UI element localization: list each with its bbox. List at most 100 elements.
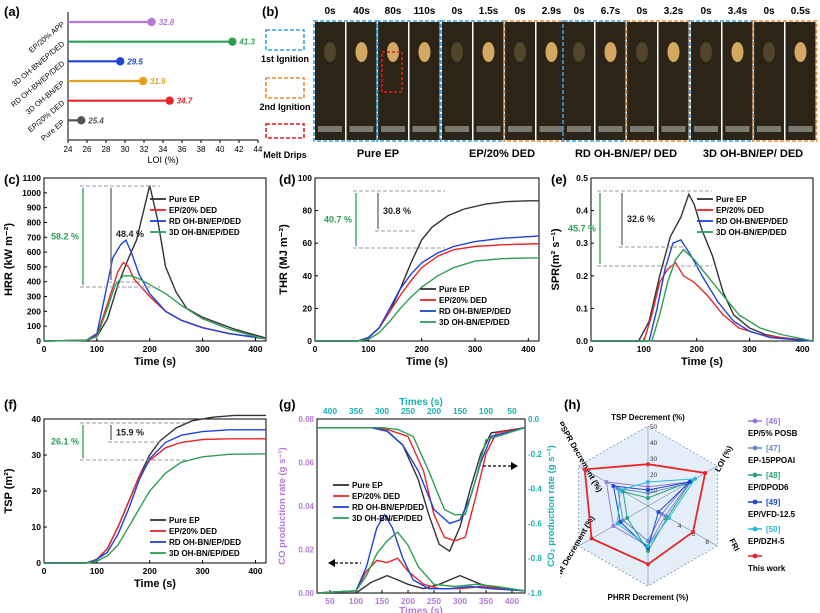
x-tick-label-top: 100 xyxy=(479,406,493,416)
photo-frame xyxy=(595,22,626,140)
legend-label: RD OH-BN/EP/DED xyxy=(439,307,511,316)
x-tick-label-bottom: 300 xyxy=(453,596,467,606)
y-axis-title: HRR (kW m⁻²) xyxy=(3,223,15,296)
legend-label: EP/5% POSB xyxy=(748,429,798,438)
panel-label-g: (g) xyxy=(279,397,296,412)
y-tick-label: 0.3 xyxy=(576,238,588,248)
annotation-green: 58.2 % xyxy=(51,232,79,242)
legend-label: EP/20% DED xyxy=(352,492,400,501)
legend-box-second xyxy=(265,77,305,99)
x-tick-label: 34 xyxy=(159,145,168,154)
time-label: 3.2s xyxy=(664,6,684,17)
legend-label: 3D OH-BN/EP/DED xyxy=(439,318,510,327)
x-tick-label: 0 xyxy=(589,344,594,354)
co2-line-3 xyxy=(317,427,526,516)
legend-label: EP/20% DED xyxy=(716,206,764,215)
y-tick-label: 0.1 xyxy=(576,303,588,313)
panel-c: (c) 0 100 200 300 400 0 100 200 300 400 500 600 700 8… xyxy=(3,172,267,368)
x-tick-label: 38 xyxy=(197,145,206,154)
panel-label-h: (h) xyxy=(564,397,581,412)
flame-glow xyxy=(545,42,558,62)
photo-frame xyxy=(785,22,816,140)
time-label: 0s xyxy=(451,6,463,17)
sample-base xyxy=(598,126,623,132)
x-tick-label-top: 400 xyxy=(323,406,337,416)
x-tick-label: 300 xyxy=(742,344,756,354)
photo-frame xyxy=(378,22,408,140)
radar-point xyxy=(666,516,671,520)
photo-frame xyxy=(658,22,689,140)
legend-ref: [49] xyxy=(766,498,781,507)
lollipop-point xyxy=(138,76,148,86)
value-label: 32.8 xyxy=(159,18,175,27)
sample-base xyxy=(725,126,750,132)
y-tick-label-left: 0.06 xyxy=(298,459,314,468)
annotation-green: 45.7 % xyxy=(568,224,596,234)
y-axis-title-left: CO production rate (g s⁻¹) xyxy=(277,447,288,564)
plot-frame xyxy=(316,418,526,594)
group-label: 3D OH-BN/EP/ DED xyxy=(703,148,803,160)
sample-base xyxy=(539,126,564,132)
series-line-2 xyxy=(315,235,540,342)
legend-label: 3D OH-BN/EP/DED xyxy=(716,228,787,237)
x-axis-title: Time (s) xyxy=(406,356,448,368)
y-tick-label: 0 xyxy=(307,336,312,346)
radar-point xyxy=(618,488,623,492)
y-tick-label: 500 xyxy=(27,262,41,272)
legend-label: RD OH-BN/EP/DED xyxy=(169,538,241,547)
time-label: 0s xyxy=(514,6,526,17)
co-line-3 xyxy=(316,531,526,594)
radar-axis-label: LOI (%) xyxy=(713,444,734,473)
legend-label: EP/VFD-12.5 xyxy=(748,510,796,519)
panel-label-c: (c) xyxy=(4,172,20,187)
legend-first-label: 1st Ignition xyxy=(261,54,309,64)
plot-frame xyxy=(43,177,267,342)
radar-point xyxy=(646,562,650,567)
photo-frame xyxy=(315,22,345,140)
co2-line-0 xyxy=(317,427,526,553)
co2-line-1 xyxy=(317,427,526,542)
radar-point xyxy=(646,496,650,500)
radar-point xyxy=(646,488,650,492)
y-tick-label: 900 xyxy=(27,203,41,213)
x-tick-label-bottom: 350 xyxy=(479,596,493,606)
legend-ref: [48] xyxy=(766,471,781,480)
flame-glow xyxy=(731,42,744,62)
radar-axis-label: PHRR Decrement (%) xyxy=(608,593,689,602)
photo-frame xyxy=(409,22,440,140)
flame-glow xyxy=(355,42,368,62)
lollipop-point xyxy=(147,17,156,27)
time-label: 0s xyxy=(573,6,585,17)
x-tick-label-bottom: 200 xyxy=(401,596,415,606)
flame-glow xyxy=(573,42,585,62)
y-axis-title: SPR(m² s⁻¹) xyxy=(550,228,562,290)
melt-drips-box xyxy=(381,51,403,93)
legend-label: RD OH-BN/EP/DED xyxy=(352,503,424,512)
legend-drips-label: Melt Drips xyxy=(263,150,307,160)
flame-glow xyxy=(604,42,617,62)
y-tick-label: 1100 xyxy=(23,173,42,183)
x-tick-label: 200 xyxy=(143,566,157,576)
fri-tick-label: 6 xyxy=(692,531,696,538)
x-tick-label-top: 300 xyxy=(375,406,389,416)
panel-label-b: (b) xyxy=(262,4,279,19)
panel-label-f: (f) xyxy=(4,397,17,412)
y-tick-label-left: 0.08 xyxy=(298,415,314,424)
legend-label: EP/DPOD6 xyxy=(748,483,789,492)
sample-base xyxy=(757,126,781,132)
time-label: 6.7s xyxy=(601,6,621,17)
radar-point xyxy=(589,536,594,541)
photo-frame xyxy=(346,22,377,140)
x-axis-title: LOI (%) xyxy=(147,155,178,165)
y-tick-label: 800 xyxy=(27,217,41,227)
arrow-right-head xyxy=(511,462,518,470)
ring-tick-label: 50 xyxy=(650,424,658,431)
group-label: RD OH-BN/EP/ DED xyxy=(575,148,677,160)
x-axis-title: Time (s) xyxy=(134,356,176,368)
radar-point xyxy=(703,470,708,475)
legend-label: Pure EP xyxy=(352,481,383,490)
flame-glow xyxy=(763,42,775,62)
x-tick-label: 200 xyxy=(690,344,704,354)
radar-point xyxy=(604,480,609,484)
